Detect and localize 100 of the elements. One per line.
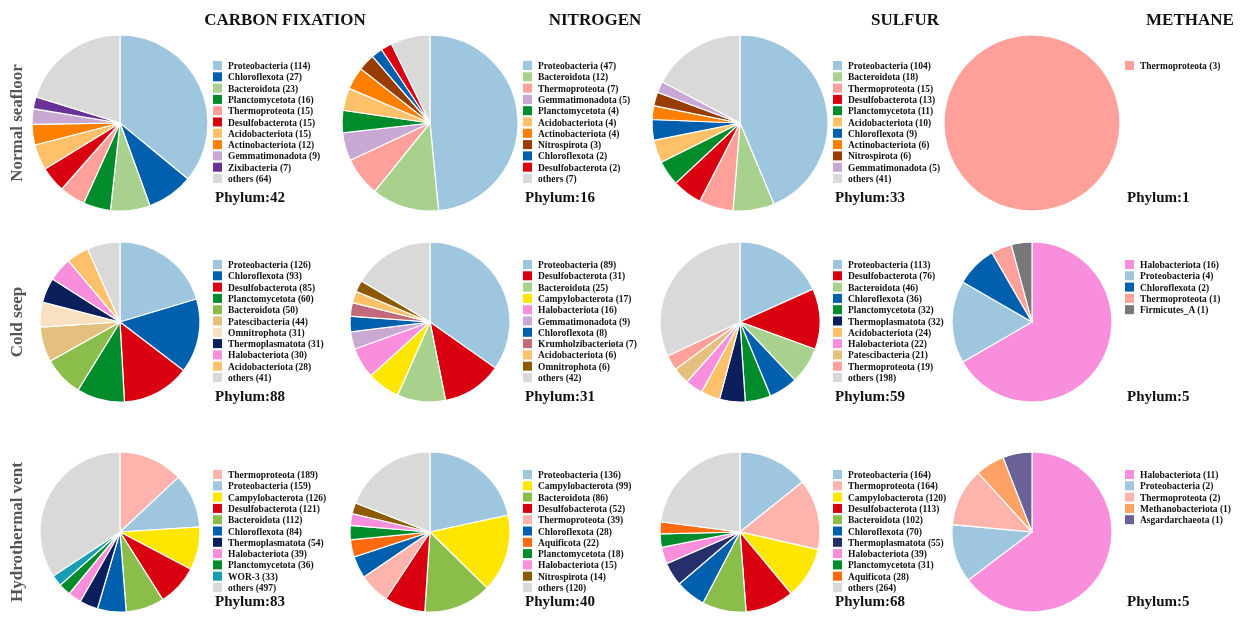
- legend-label: Chloroflexota (8): [538, 327, 608, 339]
- legend-label: Patescibacteria (21): [848, 350, 928, 362]
- legend-label: Planctomycetota (31): [848, 560, 934, 572]
- legend-label: Chloroflexota (27): [228, 72, 302, 84]
- legend-label: Acidobacteriota (4): [538, 117, 617, 129]
- text: Phylum:59: [835, 388, 906, 404]
- legend-label: Patescibacteria (44): [228, 316, 308, 328]
- legend-label: Proteobacteria (2): [1140, 481, 1214, 493]
- legend-label: Campylobacterota (120): [848, 492, 947, 504]
- legend-label: Nitrospirota (6): [848, 151, 912, 163]
- legend-label: Halobacteriota (15): [538, 560, 617, 572]
- legend-label: Acidobacteriota (10): [848, 117, 932, 129]
- legend-label: Actinobacteriota (6): [848, 140, 930, 152]
- text: Hydrothermal vent: [7, 461, 26, 602]
- legend-label: Omnitrophota (31): [228, 327, 305, 339]
- legend-label: Proteobacteria (113): [848, 260, 931, 271]
- legend-label: Halobacteriota (30): [228, 350, 307, 362]
- legend-label: Thermoproteota (19): [848, 361, 934, 373]
- legend-label: Planctomycetota (32): [848, 305, 934, 317]
- legend-label: WOR-3 (33): [228, 571, 278, 583]
- text: Phylum:88: [215, 388, 286, 404]
- legend-label: Desulfobacterota (2): [538, 162, 621, 174]
- legend-label: Omnitrophota (6): [538, 361, 610, 373]
- legend-label: Thermoproteota (2): [1140, 492, 1221, 504]
- chart-title: SULFUR: [870, 10, 940, 29]
- legend-label: others (264): [848, 583, 897, 594]
- legend-label: Campylobacterota (99): [538, 481, 632, 493]
- legend-label: Planctomycetota (18): [538, 549, 624, 561]
- legend-label: Methanobacteriota (1): [1140, 503, 1232, 515]
- legend-label: Proteobacteria (114): [228, 61, 311, 72]
- legend-label: Desulfobacterota (76): [848, 271, 936, 283]
- legend-label: Thermoplasmatota (54): [228, 537, 324, 549]
- legend-label: Halobacteriota (39): [228, 549, 307, 561]
- legend-label: Bacteroidota (86): [538, 492, 609, 504]
- chart-title: NITROGEN: [548, 10, 642, 29]
- legend-label: Acidobacteriota (24): [848, 327, 932, 339]
- legend-label: others (7): [538, 174, 577, 185]
- text: Cold seep: [7, 286, 26, 358]
- chart-title: CARBON FIXATION: [204, 10, 367, 29]
- legend-label: others (64): [228, 174, 272, 185]
- legend-label: Thermoproteota (3): [1140, 61, 1221, 72]
- legend-label: Halobacteriota (22): [848, 339, 927, 351]
- text: Phylum:83: [215, 593, 286, 609]
- legend-label: Desulfobacterota (113): [848, 503, 940, 515]
- legend-label: Halobacteriota (39): [848, 549, 927, 561]
- legend-label: others (497): [228, 583, 277, 594]
- legend-label: Proteobacteria (164): [848, 470, 931, 481]
- legend-label: Gemmatimonadota (9): [228, 151, 321, 163]
- legend-label: Bacteroidota (25): [538, 282, 609, 294]
- text: Phylum:16: [525, 189, 596, 205]
- legend-label: Halobacteriota (16): [1140, 260, 1219, 271]
- legend-label: Aquificota (28): [848, 571, 909, 583]
- legend-label: Bacteroidota (46): [848, 282, 919, 294]
- legend-label: Halobacteriota (11): [1140, 470, 1219, 481]
- legend-label: Chloroflexota (70): [848, 526, 922, 538]
- legend-label: Thermoproteota (39): [538, 515, 624, 527]
- legend-label: Actinobacteriota (4): [538, 128, 620, 140]
- legend-label: Gemmatimonadota (5): [538, 94, 631, 106]
- legend-label: Proteobacteria (104): [848, 61, 931, 72]
- legend-label: Planctomycetota (4): [538, 106, 619, 118]
- legend-label: Thermoproteota (15): [228, 106, 314, 118]
- legend-label: Nitrospirota (3): [538, 140, 602, 152]
- legend-label: Chloroflexota (2): [1140, 282, 1210, 294]
- legend-label: Planctomycetota (60): [228, 293, 314, 305]
- legend-label: Zixibacteria (7): [228, 162, 292, 174]
- legend-label: Proteobacteria (159): [228, 481, 311, 493]
- legend-label: others (42): [538, 373, 582, 384]
- legend-label: Bacteroidota (112): [228, 515, 303, 527]
- legend-label: Bacteroidota (18): [848, 72, 919, 84]
- legend-label: Thermoproteota (15): [848, 83, 934, 95]
- legend-label: Proteobacteria (89): [538, 260, 617, 271]
- legend-label: Bacteroidota (50): [228, 305, 299, 317]
- legend-label: others (120): [538, 583, 587, 594]
- text: Phylum:33: [835, 189, 906, 205]
- text: Phylum:5: [1127, 388, 1190, 404]
- legend-label: Firmicutes_A (1): [1140, 305, 1209, 317]
- legend-label: Thermoplasmatota (32): [848, 316, 944, 328]
- legend-label: Campylobacterota (17): [538, 293, 632, 305]
- legend-label: Desulfobacterota (52): [538, 503, 626, 515]
- chart-title: METHANE: [1146, 10, 1234, 29]
- legend-label: Planctomycetota (36): [228, 560, 314, 572]
- legend-label: Gemmatimonadota (5): [848, 162, 941, 174]
- legend-label: Thermoproteota (1): [1140, 293, 1221, 305]
- legend-label: Chloroflexota (84): [228, 526, 302, 538]
- legend-label: Planctomycetota (11): [848, 106, 934, 118]
- legend-label: Acidobacteriota (28): [228, 361, 312, 373]
- legend-label: Proteobacteria (126): [228, 260, 311, 271]
- legend-label: Thermoplasmatota (55): [848, 537, 944, 549]
- legend-label: Asgardarchaeota (1): [1140, 515, 1223, 527]
- legend-label: Krumholzibacteriota (7): [538, 339, 637, 351]
- legend-label: Nitrospirota (14): [538, 571, 606, 583]
- legend-label: Bacteroidota (102): [848, 515, 924, 527]
- legend-label: Gemmatimonadota (9): [538, 316, 631, 328]
- legend-label: Chloroflexota (9): [848, 128, 918, 140]
- text: Phylum:42: [215, 189, 286, 205]
- legend-label: Thermoplasmatota (31): [228, 339, 324, 351]
- legend-label: Aquificota (22): [538, 537, 599, 549]
- legend-label: Desulfobacterota (121): [228, 503, 320, 515]
- legend-label: Proteobacteria (4): [1140, 271, 1214, 283]
- legend-label: Halobacteriota (16): [538, 305, 617, 317]
